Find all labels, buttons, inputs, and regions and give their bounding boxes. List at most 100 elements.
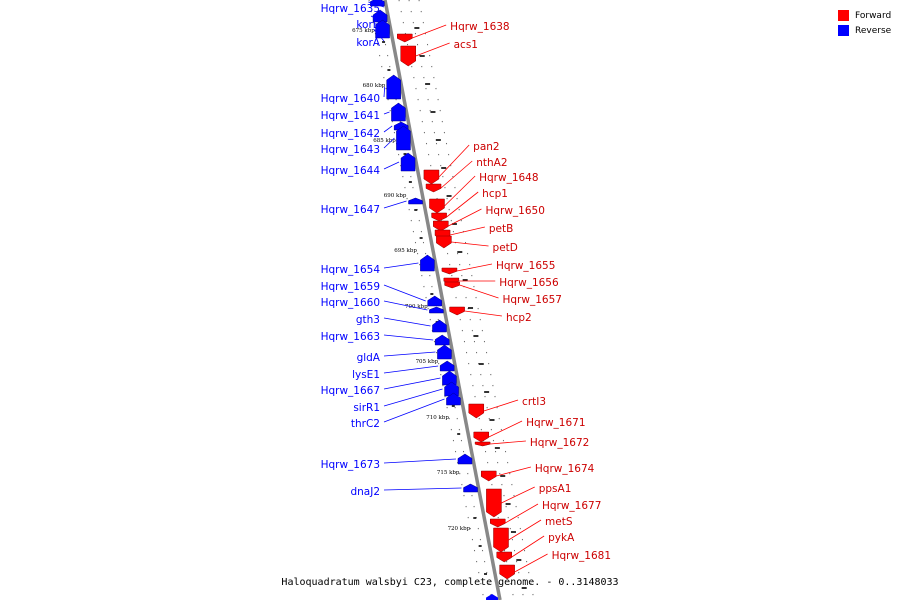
forward-gene-label: metS (545, 516, 573, 528)
forward-gene-label: Hqrw_1648 (479, 172, 538, 184)
forward-gene-arrow (429, 198, 445, 214)
reverse-gene-label: gldA (357, 352, 381, 364)
reverse-gene-label: lysE1 (352, 369, 380, 381)
legend-forward-label: Forward (855, 10, 892, 21)
forward-gene-arrow (444, 281, 460, 289)
reverse-gene-label: Hqrw_1640 (321, 93, 380, 105)
forward-gene-arrow (397, 33, 413, 43)
reverse-gene-label: korA (356, 37, 380, 49)
forward-gene-leader (508, 519, 542, 541)
forward-gene-label: ppsA1 (539, 483, 572, 495)
reverse-gene-leader (383, 86, 386, 98)
reverse-gene-arrow (437, 344, 452, 360)
legend-reverse-label: Reverse (855, 25, 892, 36)
reverse-gene-arrow (446, 392, 461, 406)
reverse-gene-leader (383, 334, 434, 341)
reverse-gene-arrow (375, 19, 390, 39)
kbp-tick-label: 705 kbp (416, 359, 439, 365)
forward-gene-label: Hqrw_1657 (503, 294, 562, 306)
forward-gene-label: nthA2 (476, 157, 507, 169)
forward-gene-leader (488, 420, 523, 438)
reverse-gene-label: gth3 (356, 314, 380, 326)
reverse-gene-label: Hqrw_1663 (321, 331, 380, 343)
reverse-gene-leader (383, 125, 393, 133)
reverse-gene-leader (373, 28, 385, 42)
reverse-gene-arrow (408, 197, 423, 205)
forward-gene-leader (483, 399, 519, 412)
reverse-gene-label: Hqrw_1643 (321, 144, 380, 156)
forward-gene-leader (440, 160, 473, 189)
forward-gene-arrow (433, 220, 449, 232)
forward-gene-leader (438, 144, 470, 178)
reverse-gene-arrow (370, 0, 385, 7)
forward-gene-leader (490, 440, 526, 445)
reverse-gene-label: dnaJ2 (350, 486, 380, 498)
frame-rail (368, 0, 485, 600)
frame-rail (418, 0, 535, 600)
forward-gene-leader (446, 191, 479, 218)
forward-gene-arrow (468, 403, 485, 419)
reverse-gene-leader (383, 317, 431, 327)
reverse-gene-arrow (457, 453, 473, 465)
reverse-gene-leader (368, 1, 385, 8)
forward-gene-arrow (496, 551, 513, 563)
forward-gene-label: Hqrw_1672 (530, 437, 589, 449)
reverse-gene-arrow (400, 152, 416, 172)
forward-gene-label: pan2 (473, 141, 499, 153)
reverse-gene-label: Hqrw_1641 (321, 110, 380, 122)
reverse-gene-leader (383, 300, 428, 311)
reverse-gene-arrow (463, 483, 478, 493)
reverse-gene-label: Hqrw_1673 (321, 459, 380, 471)
reverse-swatch (838, 25, 849, 36)
forward-gene-leader (501, 486, 535, 504)
forward-gene-leader (514, 553, 548, 573)
forward-gene-arrow (431, 212, 447, 222)
forward-gene-label: petD (493, 242, 518, 254)
forward-gene-arrow (474, 441, 491, 447)
forward-gene-leader (456, 263, 493, 272)
reverse-gene-leader (383, 458, 456, 464)
kbp-tick-label: 710 kbp (426, 415, 449, 421)
forward-gene-arrow (423, 169, 440, 185)
forward-gene-leader (449, 226, 485, 236)
reverse-gene-label: Hqrw_1667 (321, 385, 380, 397)
reverse-gene-arrow (420, 254, 435, 272)
forward-gene-arrow (480, 470, 497, 482)
reverse-gene-label: sirR1 (353, 402, 380, 414)
kbp-tick-label: 720 kbp (448, 526, 471, 532)
reverse-gene-leader (383, 487, 462, 491)
forward-gene-label: pykA (548, 532, 575, 544)
forward-gene-arrow (441, 267, 458, 275)
legend: Forward Reverse (838, 8, 891, 38)
reverse-gene-arrow (396, 125, 411, 151)
kbp-tick-label: 680 kbp (363, 83, 386, 89)
forward-gene-label: Hqrw_1655 (496, 260, 555, 272)
forward-gene-label: hcp2 (506, 312, 532, 324)
forward-gene-arrow (400, 45, 416, 67)
forward-gene-leader (444, 175, 476, 207)
forward-gene-arrow (449, 306, 465, 316)
reverse-gene-leader (383, 161, 400, 170)
legend-reverse: Reverse (838, 23, 891, 38)
reverse-gene-arrow (386, 74, 401, 100)
forward-gene-arrow (473, 431, 490, 443)
forward-gene-label: Hqrw_1638 (450, 21, 509, 33)
kbp-tick-label: 675 kbp (352, 28, 375, 34)
reverse-gene-leader (383, 398, 445, 423)
reverse-gene-arrow (429, 306, 444, 314)
reverse-gene-label: Hqrw_1654 (321, 264, 381, 276)
reverse-gene-leader (383, 284, 426, 302)
forward-gene-arrow (489, 518, 506, 528)
reverse-gene-leader (383, 137, 395, 149)
reverse-gene-arrow (434, 334, 450, 346)
reverse-gene-leader (383, 351, 436, 357)
frame-rail (376, 0, 493, 600)
kbp-tick-label: 690 kbp (384, 193, 407, 199)
forward-gene-arrow (425, 183, 442, 193)
reverse-gene-label: thrC2 (351, 418, 380, 430)
kbp-tick-label: 685 kbp (373, 138, 396, 144)
forward-gene-arrow (486, 488, 502, 518)
reverse-gene-label: Hqrw_1642 (321, 128, 380, 140)
reverse-gene-label: Hqrw_1647 (321, 204, 380, 216)
